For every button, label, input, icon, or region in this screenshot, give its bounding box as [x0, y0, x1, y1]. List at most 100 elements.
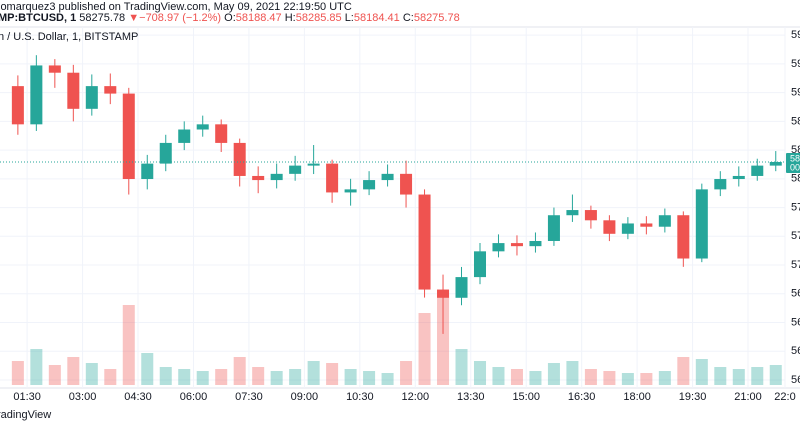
volume-bar — [769, 365, 782, 385]
candle-body — [640, 223, 653, 227]
y-tick-label: 56 — [791, 288, 800, 300]
volume-bar — [122, 305, 135, 385]
candle-body — [326, 163, 339, 193]
candle-body — [437, 289, 450, 298]
volume-bar — [732, 369, 745, 385]
h-label: H: — [285, 12, 296, 24]
close: 58275.78 — [414, 12, 460, 24]
volume-bar — [363, 371, 376, 385]
volume-bar — [11, 361, 24, 385]
candle-body — [178, 129, 191, 143]
x-tick-label: 03:00 — [69, 391, 97, 403]
volume-bar — [640, 373, 653, 385]
candle-body — [270, 173, 283, 181]
change: −708.97 (−1.2%) — [139, 12, 221, 24]
volume-bar — [400, 361, 413, 385]
candle-body — [363, 180, 376, 190]
x-tick-label: 22:0 — [774, 391, 795, 403]
volume-bar — [344, 369, 357, 385]
volume-bar — [289, 369, 302, 385]
y-tick-label: 57 — [791, 201, 800, 213]
symbol: MP:BTCUSD, 1 — [0, 12, 76, 24]
volume-bar — [584, 369, 597, 385]
y-tick-label: 58 — [791, 144, 800, 156]
volume-bar — [418, 313, 431, 385]
candle-body — [196, 124, 209, 130]
x-tick-label: 19:30 — [679, 391, 707, 403]
candle-body — [732, 175, 745, 180]
candle-body — [307, 163, 320, 166]
volume-bar — [326, 363, 339, 385]
y-tick-label: 58 — [791, 173, 800, 185]
candle-body — [11, 86, 24, 125]
y-tick-label: 59 — [791, 87, 800, 99]
volume-bar — [215, 369, 228, 385]
candle-body — [30, 65, 43, 125]
candle-body — [400, 173, 413, 195]
candle-body — [289, 165, 302, 174]
volume-bar — [270, 371, 283, 385]
y-tick-label: 56 — [791, 316, 800, 328]
y-tick-label: 56 — [791, 374, 800, 386]
x-tick-label: 16:30 — [568, 391, 596, 403]
candle-body — [492, 243, 505, 252]
candle-body — [621, 223, 634, 234]
volume-bar — [233, 357, 246, 385]
volume-bar — [85, 363, 98, 385]
volume-bar — [566, 361, 579, 385]
candle-body — [48, 65, 61, 73]
low: 58184.41 — [354, 12, 400, 24]
y-tick-label: 59 — [791, 29, 800, 41]
candle-body — [658, 215, 671, 227]
volume-bar — [381, 373, 394, 385]
volume-bar — [159, 367, 172, 385]
y-tick-label: 59 — [791, 58, 800, 70]
volume-bar — [547, 363, 560, 385]
symbol-line: MP:BTCUSD, 1 58275.78 ▼−708.97 (−1.2%) O… — [0, 12, 460, 24]
candle-body — [677, 215, 690, 259]
y-tick-label: 57 — [791, 230, 800, 242]
volume-bar — [510, 369, 523, 385]
volume-bar — [714, 367, 727, 385]
brand: radingView — [0, 409, 51, 421]
marks — [0, 55, 785, 385]
candle-body — [85, 86, 98, 109]
volume-bar — [196, 371, 209, 385]
x-tick-label: 07:30 — [235, 391, 263, 403]
candle-body — [695, 189, 708, 259]
candle-body — [769, 161, 782, 166]
publish-info: lomarquez3 published on TradingView.com,… — [0, 1, 352, 13]
candle-body — [547, 215, 560, 241]
y-tick-label: 56 — [791, 345, 800, 357]
last-price-box — [786, 152, 800, 173]
volume-bar — [141, 353, 154, 385]
candle-body — [159, 142, 172, 164]
volume-bar — [492, 367, 505, 385]
candle-body — [122, 93, 135, 180]
c-label: C: — [403, 12, 414, 24]
volume-bar — [104, 369, 117, 385]
volume-bar — [529, 371, 542, 385]
x-tick-label: 04:30 — [124, 391, 152, 403]
x-tick-label: 21:00 — [734, 391, 762, 403]
high: 58285.85 — [296, 12, 342, 24]
candle-body — [381, 173, 394, 181]
volume-bar — [252, 367, 265, 385]
volume-bar — [695, 359, 708, 385]
candle-body — [344, 189, 357, 193]
chart-title: n / U.S. Dollar, 1, BITSTAMP — [0, 31, 138, 43]
volume-bar — [30, 349, 43, 385]
candle-body — [104, 86, 117, 94]
candle-body — [473, 251, 487, 278]
candle-body — [141, 163, 154, 180]
candle-body — [584, 210, 597, 221]
volume-bar — [658, 371, 671, 385]
candle-body — [252, 175, 265, 181]
grid — [0, 27, 786, 388]
volume-bar — [751, 367, 764, 385]
candle-body — [455, 277, 468, 298]
volume-bar — [307, 361, 320, 385]
